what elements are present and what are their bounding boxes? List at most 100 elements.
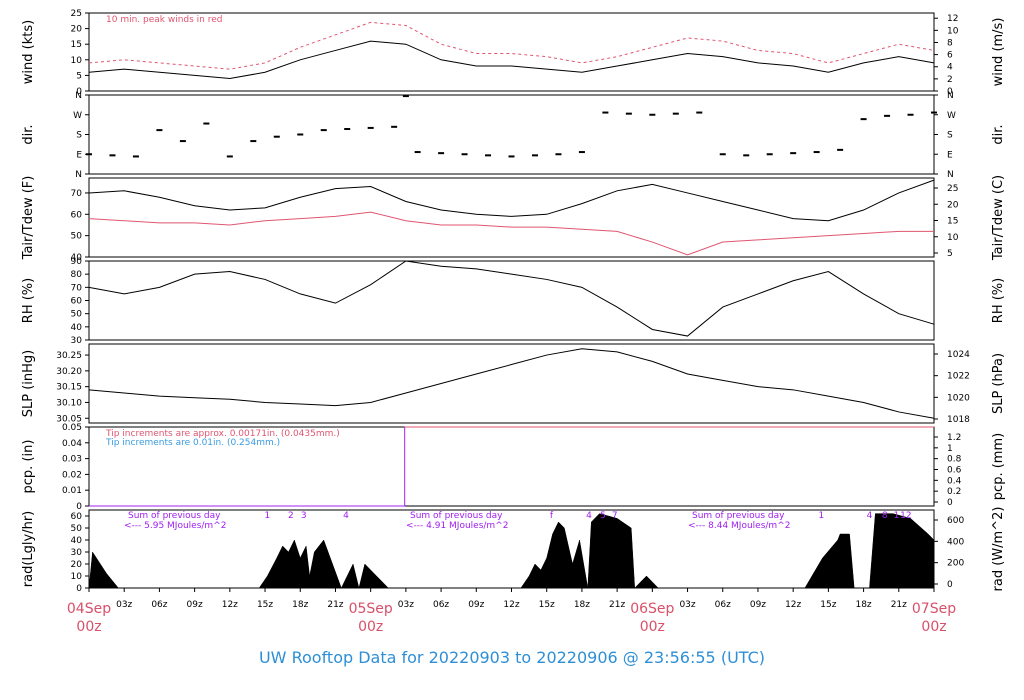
pcp-annotation: Tip increments are approx. 0.00171in. (0… bbox=[105, 429, 340, 439]
dir-point bbox=[837, 148, 844, 151]
rad-marker: 8 bbox=[882, 511, 888, 521]
rh-ytick-label: 40 bbox=[71, 323, 83, 333]
wind-y2label: wind (m/s) bbox=[991, 18, 1006, 87]
dir-point bbox=[555, 153, 562, 156]
rad-marker: 1 bbox=[265, 511, 271, 521]
dir-ytick-label: N bbox=[75, 170, 82, 180]
rh-ytick-label: 30 bbox=[71, 336, 83, 346]
slp-y2label: SLP (hPa) bbox=[991, 353, 1006, 414]
pcp-y2tick-label: 1.2 bbox=[947, 433, 961, 443]
dir-y2tick-label: E bbox=[947, 150, 953, 160]
slp-y2tick-label: 1018 bbox=[947, 415, 970, 425]
rh-ytick-label: 90 bbox=[71, 257, 83, 267]
x-date-label: 06Sep bbox=[630, 601, 674, 617]
x-hour-label: 18z bbox=[292, 600, 308, 610]
dir-point bbox=[226, 155, 233, 158]
dir-point bbox=[86, 153, 92, 156]
slp-ytick-label: 30.15 bbox=[56, 383, 82, 393]
dir-point bbox=[109, 154, 116, 157]
dir-point bbox=[461, 153, 468, 156]
wind-series-line bbox=[88, 40, 935, 80]
rad-day-note: <--- 4.91 MJoules/m^2 bbox=[406, 521, 508, 531]
temp-y2tick-label: 10 bbox=[947, 233, 959, 243]
wind-frame bbox=[88, 12, 935, 92]
rad-marker: 3 bbox=[301, 511, 307, 521]
pcp-ytick-label: 0.01 bbox=[62, 486, 82, 496]
dir-point bbox=[696, 111, 703, 114]
dir-point bbox=[367, 126, 374, 129]
slp-y2tick-label: 1020 bbox=[947, 393, 970, 403]
temp-frame bbox=[88, 177, 935, 258]
wind-y2tick-label: 10 bbox=[947, 26, 959, 36]
dir-y2tick-label: W bbox=[947, 111, 956, 121]
slp-ytick-label: 30.05 bbox=[56, 414, 82, 424]
rad-ytick-label: 60 bbox=[71, 512, 83, 522]
dir-point bbox=[438, 152, 445, 155]
temp-series-line bbox=[88, 211, 934, 256]
dir-point bbox=[672, 112, 679, 115]
temp-ytick-label: 40 bbox=[71, 253, 83, 263]
x-hour-label: 03z bbox=[679, 600, 695, 610]
x-hour-label: 15z bbox=[539, 600, 555, 610]
dir-point bbox=[719, 153, 726, 156]
dir-y2tick-label: N bbox=[947, 91, 954, 101]
rad-day-note: Sum of previous day bbox=[692, 511, 785, 521]
temp-y2tick-label: 25 bbox=[947, 184, 958, 194]
x-hour-label: 21z bbox=[327, 600, 343, 610]
wind-y2tick-label: 6 bbox=[947, 51, 953, 61]
dir-point bbox=[485, 154, 492, 157]
rad-marker: 1 bbox=[894, 511, 900, 521]
dir-point bbox=[884, 114, 891, 117]
temp-series-line bbox=[88, 179, 935, 222]
slp-frame bbox=[88, 343, 935, 424]
rh-y2label: RH (%) bbox=[991, 278, 1006, 323]
slp-ylabel: SLP (inHg) bbox=[21, 350, 36, 418]
dir-point bbox=[649, 113, 656, 116]
dir-point bbox=[860, 118, 867, 121]
rad-ylabel: rad(Lgly/hr) bbox=[21, 511, 36, 587]
rh-ytick-label: 60 bbox=[71, 297, 83, 307]
rad-y2tick-label: 600 bbox=[947, 516, 964, 526]
dir-point bbox=[320, 129, 327, 132]
wind-series-line bbox=[88, 21, 935, 70]
dir-point bbox=[813, 151, 820, 154]
rad-marker: 4 bbox=[343, 511, 349, 521]
rh-ylabel: RH (%) bbox=[21, 278, 36, 323]
x-hour-label: 06z bbox=[715, 600, 731, 610]
rad-day-note: Sum of previous day bbox=[128, 511, 221, 521]
rad-marker: 4 bbox=[867, 511, 873, 521]
temp-y2tick-label: 15 bbox=[947, 217, 958, 227]
slp-y2tick-label: 1022 bbox=[947, 372, 970, 382]
dir-point bbox=[790, 152, 797, 155]
rad-marker: 5 bbox=[600, 511, 606, 521]
rad-area bbox=[88, 513, 935, 589]
rh-series-line bbox=[88, 260, 935, 337]
rad-marker: 2 bbox=[288, 511, 294, 521]
x-hour-label: 18z bbox=[574, 600, 590, 610]
dir-point bbox=[931, 111, 937, 114]
x-hour-label: 03z bbox=[398, 600, 414, 610]
dir-point bbox=[743, 154, 750, 157]
x-hour-label: 15z bbox=[820, 600, 836, 610]
x-hour-label: 09z bbox=[187, 600, 203, 610]
dir-y2label: dir. bbox=[991, 124, 1006, 144]
pcp-ylabel: pcp. (in) bbox=[21, 440, 36, 494]
slp-y2tick-label: 1024 bbox=[947, 350, 970, 360]
x-hour-label: 12z bbox=[222, 600, 238, 610]
dir-y2tick-label: S bbox=[947, 131, 953, 141]
x-hour-label: 09z bbox=[750, 600, 766, 610]
pcp-ytick-label: 0.02 bbox=[62, 470, 82, 480]
x-hour-label: 12z bbox=[503, 600, 519, 610]
rad-marker: 4 bbox=[586, 511, 592, 521]
pcp-ytick-label: 0.04 bbox=[62, 439, 82, 449]
rad-marker: 1 bbox=[818, 511, 824, 521]
pcp-y2tick-label: 0.8 bbox=[947, 455, 962, 465]
dir-frame bbox=[88, 94, 935, 175]
dir-point bbox=[203, 122, 210, 125]
dir-point bbox=[250, 140, 257, 143]
pcp-ytick-label: 0 bbox=[76, 502, 82, 512]
dir-point bbox=[391, 125, 398, 128]
wind-ytick-label: 10 bbox=[71, 56, 83, 66]
temp-y2tick-label: 5 bbox=[947, 249, 953, 259]
